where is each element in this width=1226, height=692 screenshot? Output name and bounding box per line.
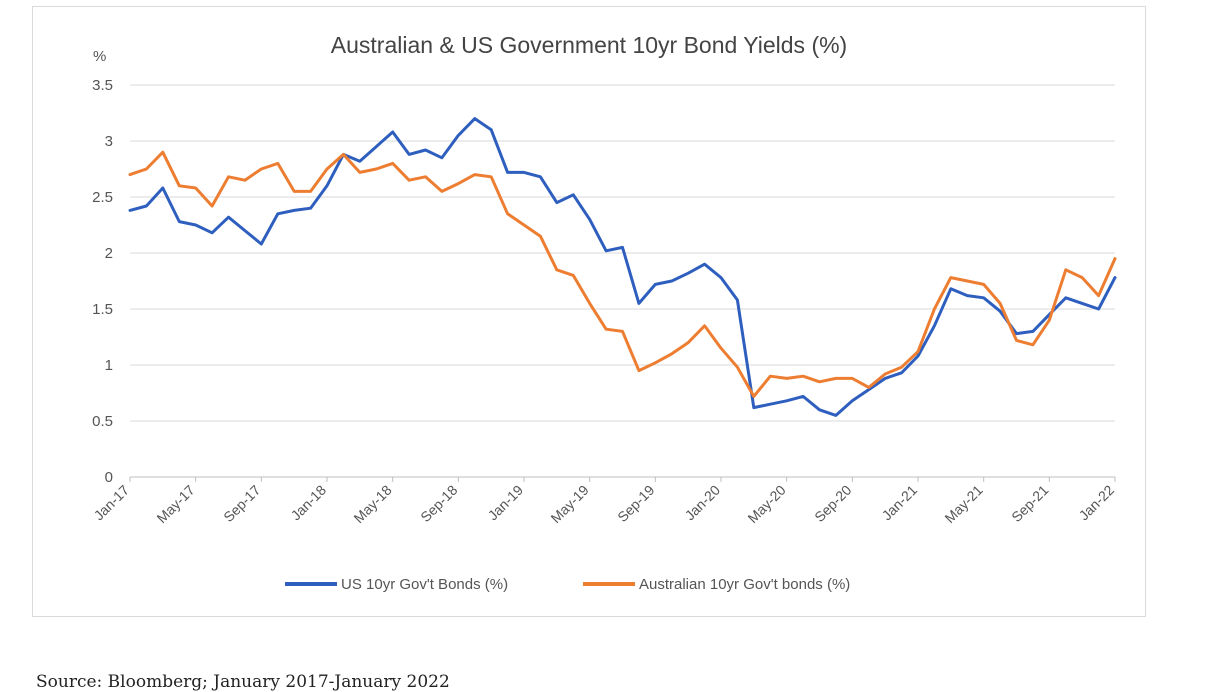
x-tick-label: Sep-21 (1008, 482, 1051, 525)
y-axis-unit-label: % (93, 48, 106, 65)
y-tick-label: 0 (105, 469, 113, 486)
line-chart: Australian & US Government 10yr Bond Yie… (91, 32, 1118, 593)
x-tick-label: Jan-17 (91, 482, 133, 524)
x-tick-label: May-19 (547, 482, 591, 526)
legend: US 10yr Gov't Bonds (%) Australian 10yr G… (285, 576, 850, 593)
x-tick-label: Sep-20 (811, 482, 854, 525)
x-tick-label: May-17 (153, 482, 197, 526)
x-tick-label: May-18 (350, 482, 394, 526)
chart-frame: Australian & US Government 10yr Bond Yie… (32, 6, 1146, 617)
y-tick-label: 3.5 (92, 77, 113, 94)
x-tick-label: May-21 (941, 482, 985, 526)
source-note: Source: Bloomberg; January 2017-January … (36, 672, 450, 692)
x-tick-label: Sep-19 (614, 482, 657, 525)
x-tick-label: May-20 (744, 482, 788, 526)
legend-label: US 10yr Gov't Bonds (%) (341, 576, 508, 593)
chart-title: Australian & US Government 10yr Bond Yie… (331, 32, 847, 58)
series-line-australia (128, 150, 1117, 398)
y-tick-label: 1 (105, 357, 113, 374)
y-tick-label: 2.5 (92, 189, 113, 206)
x-tick-label: Jan-20 (682, 482, 724, 524)
legend-label: Australian 10yr Gov't bonds (%) (639, 576, 850, 593)
x-tick-label: Sep-17 (220, 482, 263, 525)
y-tick-label: 2 (105, 245, 113, 262)
x-tick-label: Jan-19 (485, 482, 527, 524)
x-tick-label: Jan-21 (879, 482, 921, 524)
x-tick-label: Jan-22 (1076, 482, 1118, 524)
x-tick-label: Sep-18 (417, 482, 460, 525)
y-tick-label: 3 (105, 133, 113, 150)
y-tick-label: 1.5 (92, 301, 113, 318)
y-tick-label: 0.5 (92, 413, 113, 430)
series-line-us (128, 117, 1117, 417)
x-tick-label: Jan-18 (288, 482, 330, 524)
